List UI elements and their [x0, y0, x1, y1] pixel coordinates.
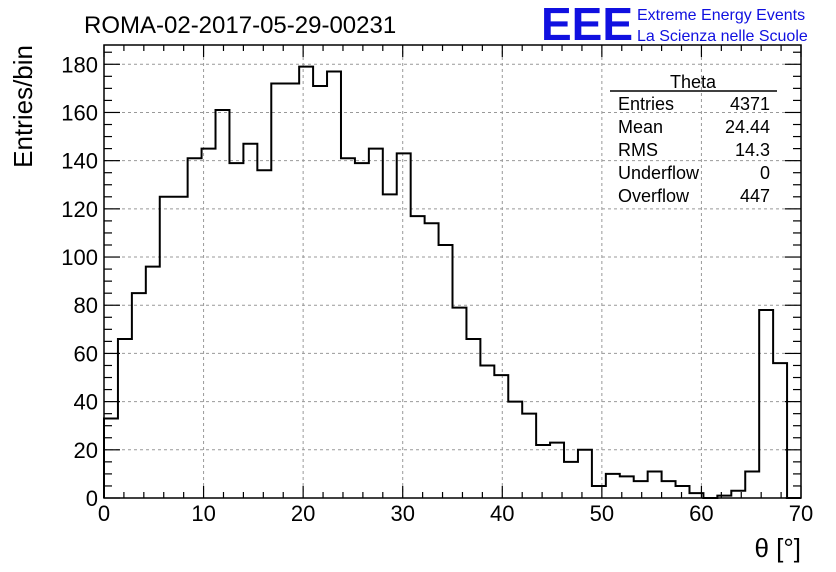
brand-line-1: Extreme Energy Events — [637, 7, 805, 24]
y-tick-labels: 0 20 40 60 80 100 120 140 160 180 — [61, 52, 98, 511]
x-tick-label: 60 — [689, 501, 713, 526]
plot-frame — [103, 44, 802, 499]
x-tick-labels: 0 10 20 30 40 50 60 70 — [98, 501, 813, 526]
brand-line-2: La Scienza nelle Scuole — [637, 28, 808, 45]
y-tick-label: 80 — [74, 293, 98, 318]
stats-value: 447 — [740, 186, 770, 206]
axis-ticks — [103, 45, 802, 499]
x-axis-label: θ [°] — [754, 533, 801, 563]
stats-label: Mean — [618, 117, 663, 137]
stats-label: RMS — [618, 140, 658, 160]
stats-box: Theta Entries 4371 Mean 24.44 RMS 14.3 Underfl… — [610, 72, 777, 206]
chart-title: ROMA-02-2017-05-29-00231 — [84, 12, 396, 39]
y-tick-label: 140 — [61, 149, 98, 174]
x-tick-label: 40 — [490, 501, 514, 526]
x-tick-label: 30 — [390, 501, 414, 526]
y-tick-label: 160 — [61, 100, 98, 125]
x-tick-label: 10 — [191, 501, 215, 526]
stats-value: 4371 — [730, 94, 770, 114]
x-tick-label: 20 — [291, 501, 315, 526]
y-tick-label: 100 — [61, 245, 98, 270]
x-tick-label: 70 — [789, 501, 813, 526]
x-tick-label: 0 — [98, 501, 110, 526]
y-tick-label: 40 — [74, 390, 98, 415]
y-tick-label: 120 — [61, 197, 98, 222]
stats-value: 24.44 — [725, 117, 770, 137]
brand-logo: EEE — [541, 0, 633, 50]
y-tick-label: 0 — [86, 486, 98, 511]
histogram-series — [103, 65, 801, 499]
stats-label: Overflow — [618, 186, 690, 206]
stats-value: 0 — [760, 163, 770, 183]
stats-label: Underflow — [618, 163, 700, 183]
stats-value: 14.3 — [735, 140, 770, 160]
y-tick-label: 20 — [74, 438, 98, 463]
y-axis-label: Entries/bin — [8, 45, 38, 168]
y-tick-label: 180 — [61, 52, 98, 77]
stats-title: Theta — [670, 72, 717, 92]
y-tick-label: 60 — [74, 341, 98, 366]
stats-label: Entries — [618, 94, 674, 114]
x-tick-label: 50 — [590, 501, 614, 526]
